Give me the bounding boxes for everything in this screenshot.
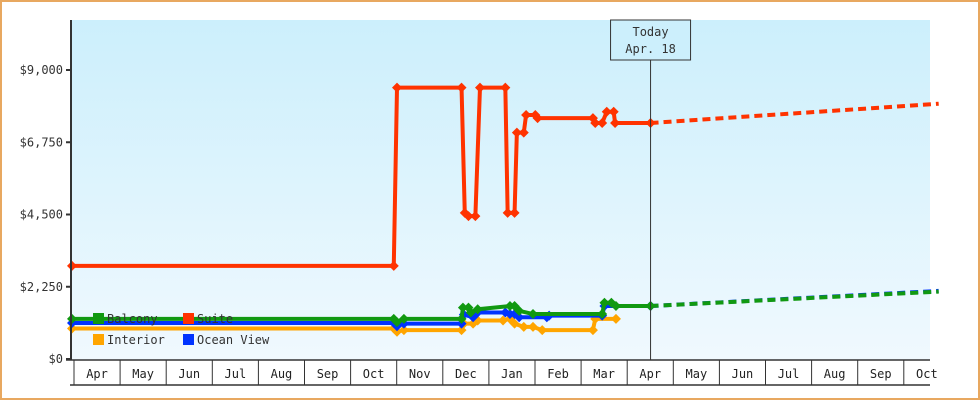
data-point-marker[interactable] — [509, 207, 520, 218]
y-tick-label: $9,000 — [20, 63, 63, 77]
legend-swatch-interior — [93, 334, 104, 345]
series-suite — [67, 82, 939, 271]
data-point-marker[interactable] — [528, 321, 538, 332]
series-balcony — [67, 289, 939, 328]
month-label: Sep — [317, 367, 339, 381]
month-label: Jun — [732, 367, 754, 381]
data-point-marker[interactable] — [392, 326, 403, 337]
data-point-marker[interactable] — [532, 113, 543, 124]
data-point-marker[interactable] — [599, 297, 610, 308]
data-point-marker[interactable] — [465, 307, 476, 318]
data-point-marker[interactable] — [608, 106, 619, 117]
data-point-marker[interactable] — [500, 82, 511, 93]
data-point-marker[interactable] — [518, 127, 529, 138]
month-label: Jul — [778, 367, 800, 381]
month-label: Jun — [178, 367, 200, 381]
data-point-marker[interactable] — [597, 117, 608, 128]
month-label: May — [686, 367, 708, 381]
legend-label: Suite — [197, 312, 233, 326]
month-label: Apr — [86, 367, 108, 381]
data-point-marker[interactable] — [398, 313, 409, 324]
today-marker: Today Apr. 18 — [610, 19, 692, 360]
y-axis-ticks: $0 $2,250 $4,500 $6,750 $9,000 — [20, 63, 71, 366]
data-point-marker[interactable] — [474, 82, 485, 93]
data-point-marker[interactable] — [597, 309, 608, 320]
plot-area — [72, 20, 930, 360]
data-point-marker[interactable] — [610, 301, 621, 312]
data-point-marker[interactable] — [514, 312, 525, 323]
forecast-line — [650, 101, 939, 125]
data-point-marker[interactable] — [498, 315, 509, 326]
data-point-marker[interactable] — [587, 325, 598, 336]
data-point-marker[interactable] — [457, 302, 468, 313]
data-point-marker[interactable] — [388, 260, 399, 271]
month-label: Jan — [501, 367, 523, 381]
y-tick-label: $2,250 — [20, 280, 63, 294]
legend-label: Ocean View — [197, 333, 270, 347]
forecast-line — [650, 289, 939, 309]
data-point-marker[interactable] — [537, 325, 548, 336]
legend-swatch-suite — [183, 313, 194, 324]
data-point-marker[interactable] — [601, 106, 612, 117]
data-point-marker[interactable] — [502, 207, 513, 218]
data-point-marker[interactable] — [590, 117, 601, 128]
month-label: Nov — [409, 367, 431, 381]
today-box — [610, 19, 692, 61]
month-label: Mar — [593, 367, 615, 381]
month-label: Feb — [547, 367, 569, 381]
data-point-marker[interactable] — [392, 317, 403, 328]
legend-label: Interior — [107, 333, 165, 347]
data-point-marker[interactable] — [392, 82, 403, 93]
today-title: Today — [632, 25, 668, 39]
legend: Balcony Suite Interior Ocean View — [93, 312, 270, 347]
data-point-marker[interactable] — [398, 325, 409, 336]
data-point-marker[interactable] — [610, 117, 621, 128]
data-point-marker[interactable] — [472, 304, 483, 315]
data-point-marker[interactable] — [509, 318, 520, 329]
data-point-marker[interactable] — [518, 321, 529, 332]
legend-label: Balcony — [107, 312, 158, 326]
data-point-marker[interactable] — [514, 305, 525, 316]
today-date: Apr. 18 — [625, 42, 676, 56]
month-label: Oct — [363, 367, 385, 381]
data-point-marker[interactable] — [511, 127, 522, 138]
y-tick-label: $4,500 — [20, 208, 63, 222]
data-point-marker[interactable] — [521, 109, 532, 120]
month-label: Aug — [271, 367, 293, 381]
data-point-marker[interactable] — [456, 313, 467, 324]
data-point-marker[interactable] — [610, 313, 621, 324]
month-label: Apr — [639, 367, 661, 381]
data-point-marker[interactable] — [456, 82, 467, 93]
series-layer — [67, 82, 939, 337]
data-point-marker[interactable] — [470, 211, 481, 222]
data-point-marker[interactable] — [528, 309, 538, 320]
x-axis-months: Apr May Jun Jul Aug Sep Oct Nov Dec Jan Feb Mar Apr M… — [66, 359, 938, 386]
month-label: Sep — [870, 367, 892, 381]
y-tick-label: $0 — [49, 352, 63, 366]
y-tick-label: $6,750 — [20, 135, 63, 149]
data-point-marker[interactable] — [463, 211, 474, 222]
month-label: Aug — [824, 367, 846, 381]
month-label: May — [132, 367, 154, 381]
month-label: Oct — [916, 367, 938, 381]
month-label: Dec — [455, 367, 477, 381]
month-label: Jul — [225, 367, 247, 381]
legend-swatch-balcony — [93, 313, 104, 324]
legend-swatch-ocean-view — [183, 334, 194, 345]
